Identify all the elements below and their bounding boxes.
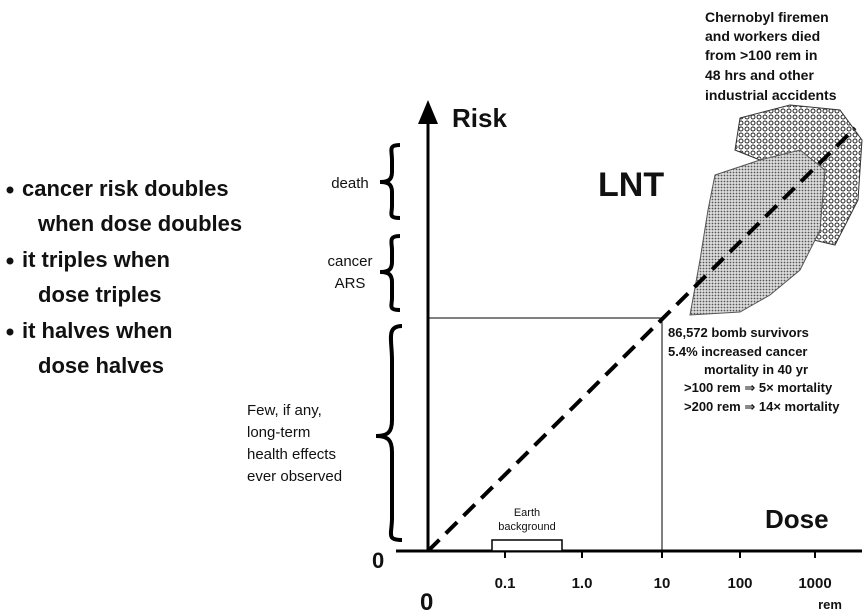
risk-level: Few, if any, bbox=[247, 402, 322, 419]
bullet-text: it halves when bbox=[22, 318, 172, 343]
bullet-text: cancer risk doubles bbox=[22, 176, 229, 201]
risk-level: cancer bbox=[327, 253, 372, 270]
bullet bbox=[6, 257, 14, 265]
x-tick-label: 0.1 bbox=[495, 575, 516, 592]
chernobyl-note: from >100 rem in bbox=[705, 47, 817, 63]
brace bbox=[379, 143, 401, 220]
lnt-line bbox=[426, 126, 857, 553]
bullet-text: dose halves bbox=[38, 353, 164, 378]
x-unit: rem bbox=[818, 597, 842, 612]
brace bbox=[379, 234, 401, 312]
risk-level: ever observed bbox=[247, 468, 342, 485]
bullet bbox=[6, 186, 14, 194]
y-axis-label: Risk bbox=[452, 103, 507, 133]
chernobyl-note: industrial accidents bbox=[705, 87, 837, 103]
x-tick-label: 1000 bbox=[798, 575, 831, 592]
origin-x: 0 bbox=[420, 589, 433, 616]
x-tick-label: 100 bbox=[727, 575, 752, 592]
survivor-note: >100 rem ⇒ 5× mortality bbox=[684, 380, 833, 395]
bullet-text: when dose doubles bbox=[37, 211, 242, 236]
survivor-note: >200 rem ⇒ 14× mortality bbox=[684, 399, 840, 414]
chernobyl-note: and workers died bbox=[705, 28, 820, 44]
model-label: LNT bbox=[598, 166, 664, 204]
risk-level: death bbox=[331, 175, 369, 192]
x-tick-label: 1.0 bbox=[572, 575, 593, 592]
brace bbox=[375, 324, 403, 542]
survivor-region bbox=[689, 149, 826, 316]
chernobyl-note: Chernobyl firemen bbox=[705, 9, 829, 25]
earth-note: Earth bbox=[514, 507, 540, 519]
x-tick-label: 10 bbox=[654, 575, 671, 592]
y-arrow bbox=[418, 100, 438, 124]
chernobyl-note: 48 hrs and other bbox=[705, 67, 814, 83]
x-axis-label: Dose bbox=[765, 504, 829, 534]
earth-note: background bbox=[498, 521, 556, 533]
risk-level: long-term bbox=[247, 424, 310, 441]
bullet-text: dose triples bbox=[38, 282, 161, 307]
survivor-note: 5.4% increased cancer bbox=[668, 344, 807, 359]
origin-y: 0 bbox=[372, 548, 384, 573]
survivor-note: 86,572 bomb survivors bbox=[668, 325, 809, 340]
survivor-note: mortality in 40 yr bbox=[704, 362, 808, 377]
bullet-text: it triples when bbox=[22, 247, 170, 272]
risk-level: health effects bbox=[247, 446, 336, 463]
earth-background-box bbox=[491, 539, 563, 552]
bullet bbox=[6, 328, 14, 336]
risk-level: ARS bbox=[335, 275, 366, 292]
